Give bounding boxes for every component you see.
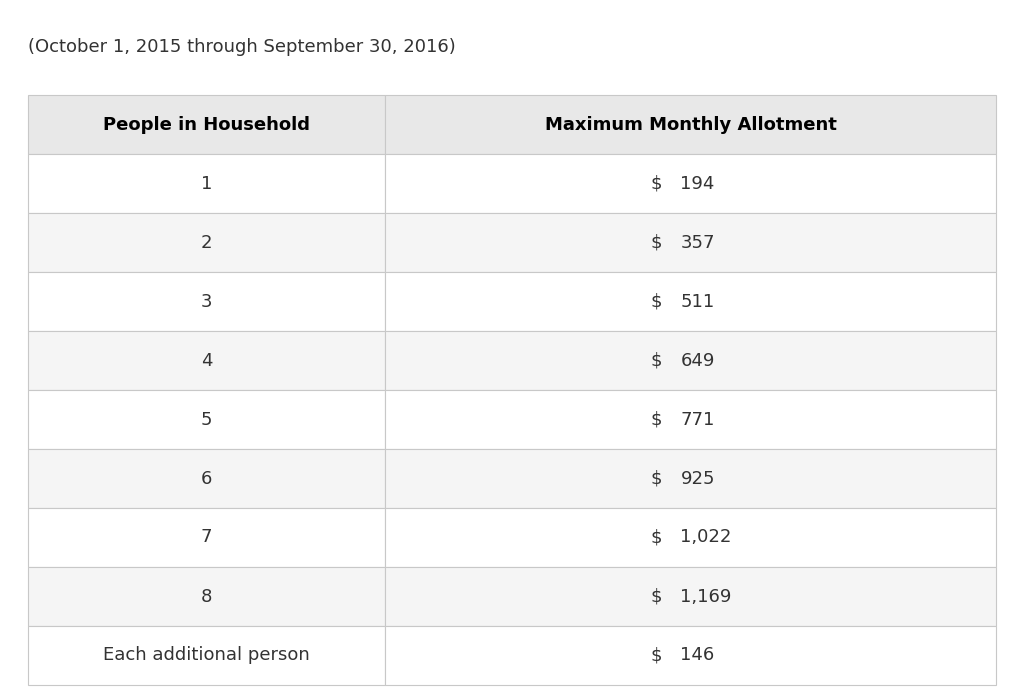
Bar [28,626,385,685]
Bar [28,331,385,390]
Bar [385,626,996,685]
Bar [385,449,996,508]
Text: $: $ [651,174,663,192]
Text: 146: 146 [681,647,715,664]
Text: 511: 511 [681,292,715,310]
Bar [385,154,996,213]
Bar [385,567,996,626]
Bar [28,390,385,449]
Text: Maximum Monthly Allotment: Maximum Monthly Allotment [545,115,837,133]
Text: People in Household: People in Household [103,115,310,133]
Text: 649: 649 [681,351,715,369]
Text: $: $ [651,410,663,428]
Bar [385,95,996,154]
Bar [385,331,996,390]
Text: $: $ [651,292,663,310]
Text: $: $ [651,233,663,251]
Text: 6: 6 [201,470,212,487]
Text: 1,022: 1,022 [681,529,732,546]
Text: 4: 4 [201,351,212,369]
Bar [385,272,996,331]
Bar [385,213,996,272]
Text: 357: 357 [681,233,715,251]
Bar [28,154,385,213]
Text: 8: 8 [201,588,212,605]
Text: 2: 2 [201,233,212,251]
Text: 194: 194 [681,174,715,192]
Text: 7: 7 [201,529,212,546]
Bar [385,390,996,449]
Text: 1,169: 1,169 [681,588,732,605]
Text: 771: 771 [681,410,715,428]
Text: (October 1, 2015 through September 30, 2016): (October 1, 2015 through September 30, 2… [28,38,456,56]
Text: 925: 925 [681,470,715,487]
Bar [28,213,385,272]
Text: $: $ [651,351,663,369]
Text: $: $ [651,647,663,664]
Bar [28,272,385,331]
Bar [28,567,385,626]
Bar [28,508,385,567]
Text: $: $ [651,588,663,605]
Bar [28,449,385,508]
Text: $: $ [651,470,663,487]
Text: 5: 5 [201,410,212,428]
Bar [28,95,385,154]
Bar [385,508,996,567]
Text: $: $ [651,529,663,546]
Text: 3: 3 [201,292,212,310]
Text: Each additional person: Each additional person [103,647,310,664]
Text: 1: 1 [201,174,212,192]
